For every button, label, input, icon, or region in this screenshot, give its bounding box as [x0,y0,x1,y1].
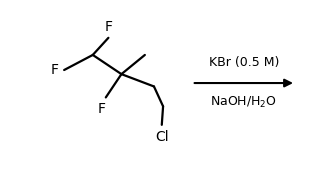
Text: F: F [51,63,59,77]
Text: F: F [104,20,113,34]
Text: Cl: Cl [155,130,169,144]
Text: KBr (0.5 M): KBr (0.5 M) [209,56,279,69]
Text: F: F [97,102,106,116]
Text: NaOH/H$_2$O: NaOH/H$_2$O [210,95,277,111]
